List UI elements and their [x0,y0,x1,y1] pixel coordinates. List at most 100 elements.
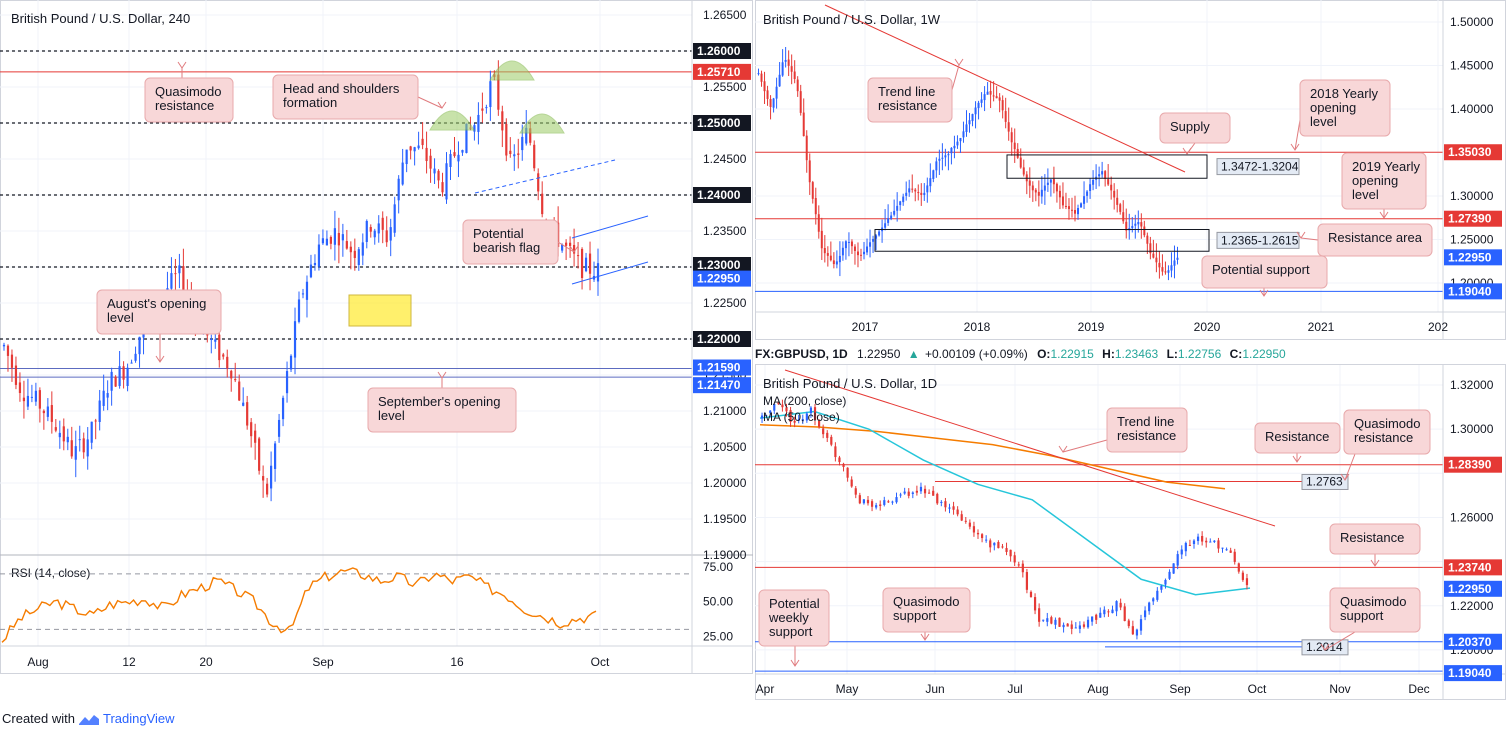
weekly-candle [1010,127,1013,156]
weekly-candle [968,112,971,133]
callout-august-opening: August's opening level [96,289,222,363]
h4-y-tick: 1.23500 [703,224,747,238]
h4-candle [138,336,141,368]
h4-candle [509,137,512,158]
weekly-candle [1137,210,1140,233]
daily-trend-line [784,369,1276,527]
daily-candle [911,491,914,499]
h4-candle [281,395,285,427]
daily-candle [1025,569,1029,594]
callout-weekly-trend-line: Trend line resistance [867,58,964,123]
daily-candle [1156,587,1159,602]
svg-text:Supply: Supply [1170,119,1210,134]
footer-brand[interactable]: TradingView [102,711,175,726]
weekly-chart-panel[interactable]: 1.3472-1.3204 1.2365-1.2615 1.50000 1.4500… [755,0,1506,340]
h4-candle [174,258,177,291]
h4-candle [250,418,253,448]
h4-candle [405,149,408,173]
weekly-candle [817,205,820,239]
h4-y-tick: 1.20500 [703,440,747,454]
h4-candle [277,413,281,443]
h4-price-badge: 1.21470 [693,377,751,394]
callout-daily-resistance-2: Resistance [1329,523,1421,567]
weekly-candle [1016,143,1019,159]
h4-x-tick: Oct [591,655,610,669]
daily-candle [1086,616,1090,629]
weekly-supply-zone [1006,154,1208,179]
svg-text:1.23740: 1.23740 [1448,560,1492,574]
weekly-x-tick: 2017 [852,320,879,334]
daily-candle [923,485,927,498]
h4-candle [254,423,257,460]
daily-candle [1058,617,1061,627]
weekly-candle [866,238,869,256]
svg-text:FX:GBPUSD, 1D 1.22950: FX:GBPUSD, 1D 1.22950 ▲ +0.00109 (+0.09%… [755,347,1286,361]
daily-candle [1091,616,1094,626]
daily-x-tick: Apr [756,682,775,696]
weekly-candle [1080,202,1083,208]
daily-candle [1131,620,1134,636]
weekly-candle [899,200,902,211]
weekly-candle [847,232,850,257]
weekly-candle [1055,182,1058,203]
h4-candle [18,372,22,402]
h4-candle [429,148,432,183]
daily-candle [789,406,792,427]
daily-candle [1168,569,1171,580]
callout-resistance-area: Resistance area [1296,223,1433,257]
weekly-candle [793,60,796,84]
ma50-line [759,410,1251,596]
daily-candle [952,501,955,515]
weekly-candle [1176,246,1179,265]
weekly-candle [890,211,893,221]
svg-text:1.19040: 1.19040 [1448,284,1492,298]
weekly-candle [920,183,923,206]
daily-chart-panel[interactable]: FX:GBPUSD, 1D 1.22950 ▲ +0.00109 (+0.09%… [755,340,1506,700]
h4-candle [433,158,436,185]
weekly-candle [1019,148,1022,169]
callout-daily-trend-line: Trend line resistance [1058,407,1188,453]
weekly-candle [1092,170,1095,191]
rsi-line [1,567,597,643]
h4-candle [353,238,356,271]
weekly-x-tick: 2020 [1194,320,1221,334]
weekly-candle [986,82,989,95]
rsi-y-tick: 75.00 [703,560,733,574]
h4-candle [449,149,452,181]
weekly-candle [1077,204,1080,220]
weekly-candle [902,193,905,206]
h4-chart-panel[interactable]: RSI (14, close) 1.265001.260001.255001.2… [0,0,753,700]
h4-candle [381,211,384,244]
weekly-candle [760,70,763,87]
weekly-zone-label: 1.2365-1.2615 [1216,231,1300,249]
rsi-y-tick: 25.00 [703,629,733,643]
weekly-candle [974,101,977,129]
h4-y-tick: 1.19500 [703,512,747,526]
weekly-candle [778,62,781,87]
daily-candle [1233,548,1236,565]
daily-x-tick: Dec [1408,682,1429,696]
callout-daily-quasimodo-resistance: Quasimodo resistance [1340,409,1431,481]
svg-text:1.22000: 1.22000 [697,332,741,346]
weekly-candle [893,199,896,217]
weekly-candle [784,47,787,68]
daily-x-tick: Nov [1329,682,1350,696]
h4-candle [417,131,420,150]
h4-price-badge: 1.26000 [693,43,751,59]
h4-shoulder-head-marker [519,113,565,134]
svg-text:1.3472-1.3204: 1.3472-1.3204 [1221,160,1299,174]
weekly-candle [929,163,932,193]
h4-candle [222,352,225,360]
ohlc-close: 1.22950 [1242,347,1286,361]
h4-candle [445,152,448,204]
svg-text:1.20370: 1.20370 [1448,635,1492,649]
daily-candle [1205,537,1208,548]
daily-candle [1217,537,1220,553]
weekly-price-badge: 1.27390 [1444,210,1502,227]
daily-candle [1135,628,1139,640]
rsi-title: RSI (14, close) [11,566,90,580]
callout-head-and-shoulders: Head and shoulders formation [272,74,447,120]
h4-candle [58,420,61,449]
h4-candle [54,419,57,433]
